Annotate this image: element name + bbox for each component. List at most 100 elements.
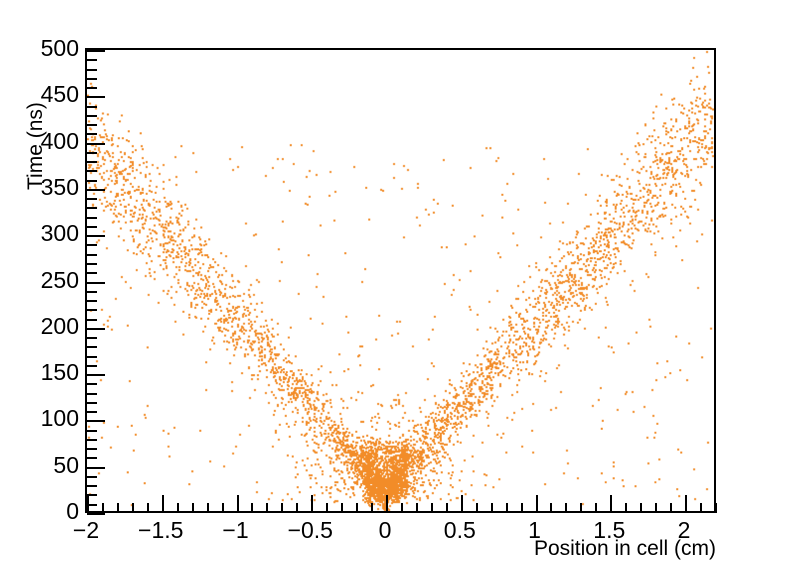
y-tick-label: 0: [66, 498, 79, 524]
y-minor-tick: [87, 438, 97, 441]
y-minor-tick: [87, 68, 97, 71]
x-minor-tick: [176, 503, 179, 513]
x-minor-tick: [490, 503, 493, 513]
x-minor-tick: [595, 503, 598, 513]
y-minor-tick: [87, 253, 97, 256]
y-minor-tick: [87, 318, 97, 321]
y-tick-label: 400: [40, 127, 79, 154]
x-minor-tick: [251, 503, 254, 513]
y-minor-tick: [87, 133, 97, 136]
x-minor-tick: [266, 503, 269, 513]
y-major-tick: [87, 142, 105, 145]
y-major-tick: [87, 50, 105, 52]
x-minor-tick: [400, 503, 403, 513]
y-tick-label: 350: [40, 173, 79, 200]
x-major-tick: [386, 495, 389, 513]
x-minor-tick: [131, 503, 134, 513]
y-minor-tick: [87, 207, 97, 210]
y-major-tick: [87, 327, 105, 330]
x-major-tick: [161, 495, 164, 513]
x-minor-tick: [101, 503, 104, 513]
y-tick-label: 200: [40, 312, 79, 339]
x-minor-tick: [430, 503, 433, 513]
y-minor-tick: [87, 77, 97, 80]
y-minor-tick: [87, 161, 97, 164]
x-tick-label: 0.5: [443, 517, 476, 543]
y-minor-tick: [87, 272, 97, 275]
y-minor-tick: [87, 411, 97, 414]
x-minor-tick: [640, 503, 643, 513]
y-minor-tick: [87, 448, 97, 451]
x-minor-tick: [445, 503, 448, 513]
x-tick-label: 0: [378, 517, 392, 543]
x-minor-tick: [281, 503, 284, 513]
x-minor-tick: [326, 503, 329, 513]
y-minor-tick: [87, 151, 97, 154]
y-minor-tick: [87, 494, 97, 497]
y-minor-tick: [87, 244, 97, 247]
y-minor-tick: [87, 392, 97, 395]
y-tick-label: 150: [40, 359, 79, 386]
x-major-tick: [460, 495, 463, 513]
x-minor-tick: [116, 503, 119, 513]
x-minor-tick: [341, 503, 344, 513]
y-minor-tick: [87, 59, 97, 62]
y-minor-tick: [87, 346, 97, 349]
y-minor-tick: [87, 124, 97, 127]
x-minor-tick: [191, 503, 194, 513]
y-minor-tick: [87, 355, 97, 358]
x-minor-tick: [206, 503, 209, 513]
y-tick-label: 300: [40, 220, 79, 247]
y-major-tick: [87, 466, 105, 469]
y-major-tick: [87, 235, 105, 238]
y-axis-tick-labels: 0 50 100 150 200 250 300 350 400 450 500: [0, 0, 79, 572]
x-minor-tick: [565, 503, 568, 513]
y-major-tick: [87, 374, 105, 377]
x-tick-label: 1: [528, 517, 541, 543]
y-minor-tick: [87, 225, 97, 228]
y-major-tick: [87, 96, 105, 99]
scatter-plot-canvas: [87, 50, 714, 511]
plot-frame: [85, 48, 717, 515]
x-minor-tick: [415, 503, 418, 513]
x-minor-tick: [371, 503, 374, 513]
x-minor-tick: [475, 503, 478, 513]
x-axis-tick-labels: −2 −1.5 −1 −0.5 0 0.5 1 1.5 2: [0, 519, 796, 551]
y-tick-label: 500: [40, 35, 79, 61]
y-tick-label: 50: [53, 451, 79, 478]
x-minor-tick: [146, 503, 149, 513]
y-minor-tick: [87, 401, 97, 404]
x-minor-tick: [655, 503, 658, 513]
x-major-tick: [311, 495, 314, 513]
y-minor-tick: [87, 337, 97, 340]
x-minor-tick: [670, 503, 673, 513]
y-minor-tick: [87, 383, 97, 386]
x-tick-label: 2: [677, 517, 691, 543]
x-major-tick: [685, 495, 688, 513]
y-major-tick: [87, 513, 105, 515]
x-minor-tick: [221, 503, 224, 513]
x-tick-label: −1.5: [138, 517, 184, 543]
y-minor-tick: [87, 105, 97, 108]
y-minor-tick: [87, 87, 97, 90]
y-major-tick: [87, 281, 105, 284]
y-minor-tick: [87, 262, 97, 265]
y-minor-tick: [87, 309, 97, 312]
x-axis-title: Position in cell (cm): [533, 537, 716, 560]
x-minor-tick: [520, 503, 523, 513]
y-minor-tick: [87, 503, 97, 506]
y-major-tick: [87, 420, 105, 423]
x-major-tick: [535, 495, 538, 513]
x-major-tick: [236, 495, 239, 513]
x-minor-tick: [505, 503, 508, 513]
x-minor-tick: [550, 503, 553, 513]
y-minor-tick: [87, 170, 97, 173]
x-minor-tick: [714, 503, 717, 513]
y-minor-tick: [87, 300, 97, 303]
y-minor-tick: [87, 216, 97, 219]
y-minor-tick: [87, 179, 97, 182]
y-minor-tick: [87, 485, 97, 488]
x-major-tick: [610, 495, 613, 513]
y-minor-tick: [87, 475, 97, 478]
